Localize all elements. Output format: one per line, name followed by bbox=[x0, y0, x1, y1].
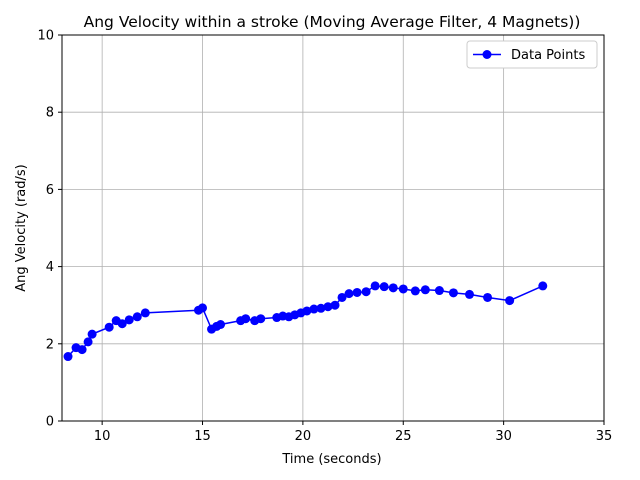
data-point bbox=[77, 345, 87, 355]
legend-marker bbox=[482, 50, 492, 59]
y-axis-label: Ang Velocity (rad/s) bbox=[14, 164, 29, 292]
data-point bbox=[124, 315, 134, 325]
legend-label: Data Points bbox=[511, 48, 585, 63]
data-point bbox=[323, 302, 333, 312]
data-point bbox=[83, 337, 93, 347]
x-tick-label: 20 bbox=[295, 429, 312, 444]
chart-title: Ang Velocity within a stroke (Moving Ave… bbox=[84, 13, 581, 31]
y-tick-label: 6 bbox=[46, 183, 54, 198]
x-tick-label: 15 bbox=[194, 429, 211, 444]
data-point bbox=[216, 320, 226, 329]
y-tick-label: 10 bbox=[37, 29, 54, 44]
x-tick-label: 30 bbox=[495, 429, 512, 444]
data-point bbox=[309, 304, 319, 314]
data-point bbox=[104, 322, 114, 332]
data-point bbox=[132, 312, 142, 322]
data-point bbox=[316, 303, 326, 313]
data-point bbox=[388, 283, 398, 293]
data-point bbox=[538, 281, 548, 291]
data-point bbox=[448, 288, 458, 298]
data-point bbox=[434, 286, 444, 296]
data-point bbox=[140, 308, 150, 318]
data-point bbox=[117, 319, 127, 329]
ticks: 10 15 20 25 30 35 0 2 4 6 8 10 bbox=[37, 29, 612, 445]
y-tick-label: 2 bbox=[46, 337, 54, 352]
data-point bbox=[198, 303, 208, 313]
series-layer bbox=[63, 281, 548, 362]
legend-box bbox=[466, 40, 598, 69]
data-point bbox=[352, 287, 362, 297]
data-point bbox=[256, 314, 266, 324]
legend: Data Points bbox=[466, 40, 598, 69]
data-point bbox=[63, 352, 73, 362]
data-point bbox=[87, 329, 97, 339]
data-point bbox=[337, 292, 347, 302]
x-tick-label: 25 bbox=[395, 429, 412, 444]
data-point bbox=[505, 296, 515, 306]
x-tick-label: 10 bbox=[94, 429, 111, 444]
data-point bbox=[370, 281, 380, 291]
data-point bbox=[465, 289, 475, 299]
data-point bbox=[330, 300, 340, 310]
data-point bbox=[302, 306, 312, 316]
data-point bbox=[483, 292, 493, 302]
data-point bbox=[398, 284, 408, 294]
y-tick-label: 4 bbox=[46, 260, 54, 275]
data-point bbox=[420, 285, 430, 295]
data-point bbox=[410, 286, 420, 296]
x-axis-label: Time (seconds) bbox=[281, 452, 381, 467]
y-tick-label: 8 bbox=[46, 106, 54, 121]
data-point bbox=[379, 282, 389, 292]
data-point bbox=[361, 287, 371, 297]
data-point bbox=[241, 314, 251, 324]
x-tick-label: 35 bbox=[596, 429, 613, 444]
plot-frame bbox=[61, 34, 605, 422]
data-point bbox=[344, 289, 354, 299]
y-tick-label: 0 bbox=[46, 415, 54, 430]
